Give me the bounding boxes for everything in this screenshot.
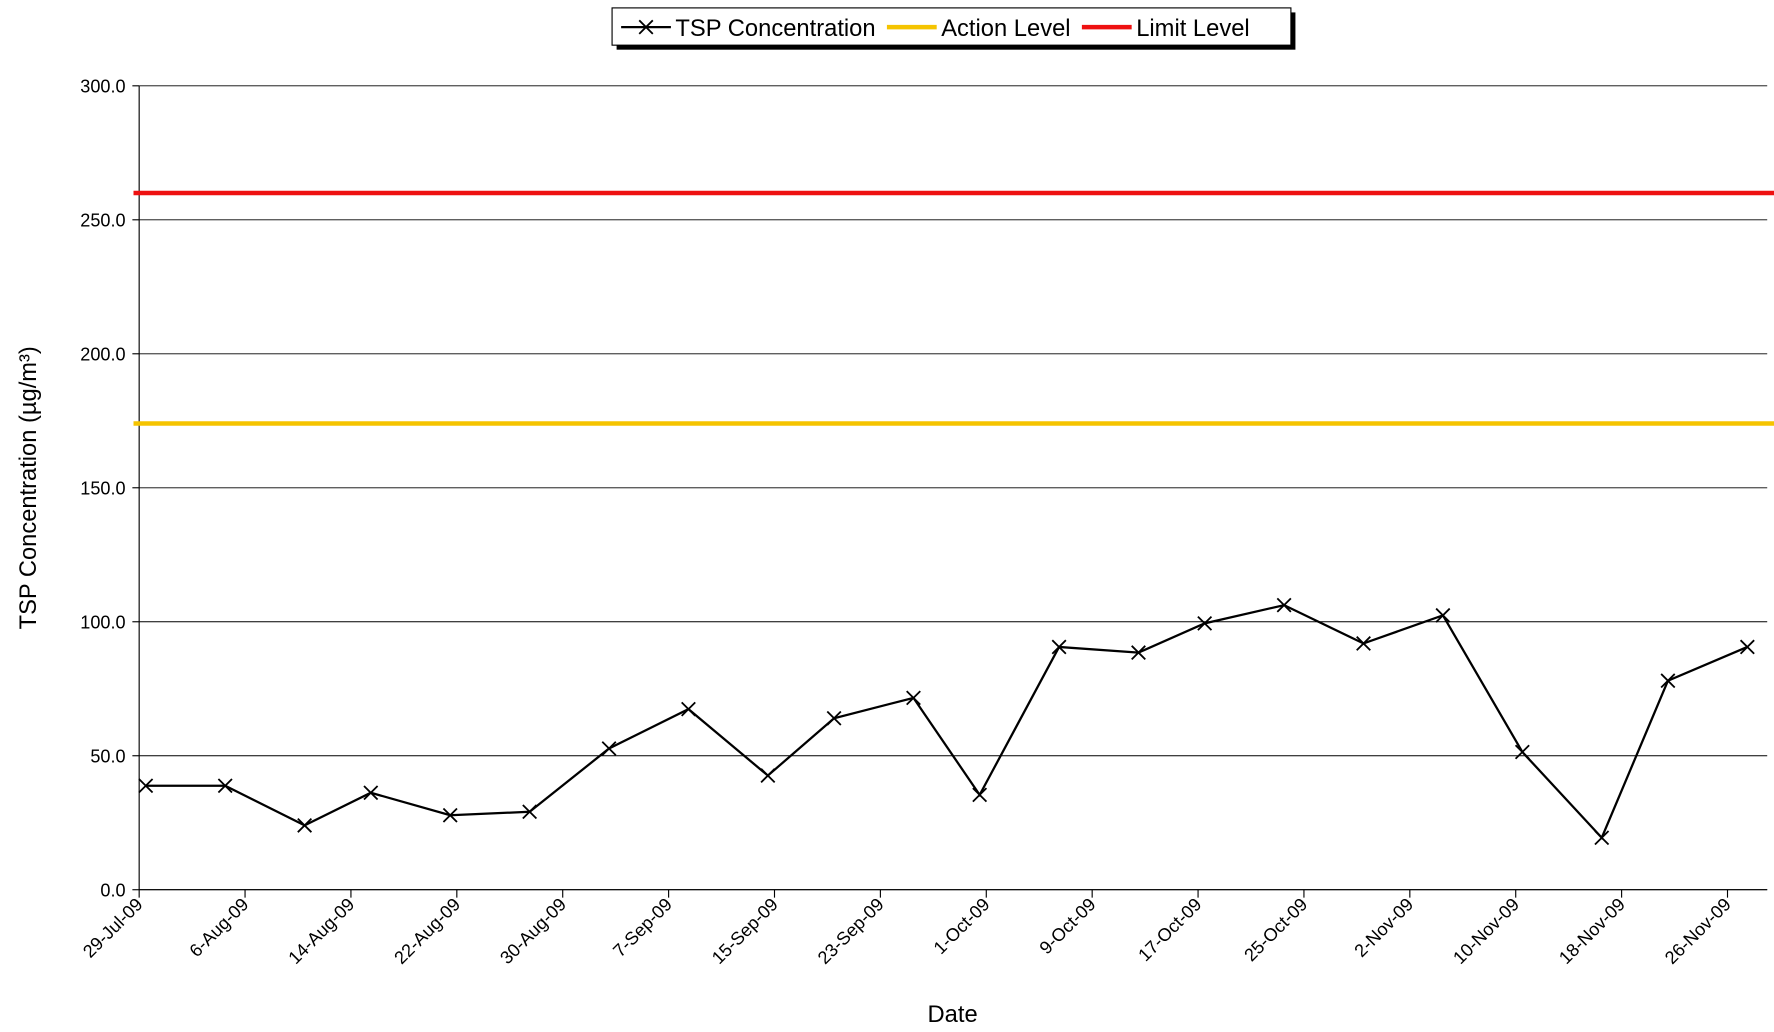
legend-box: [611, 7, 1292, 46]
data-point: [1197, 615, 1213, 631]
legend: TSP Concentration Action Level Limit Level: [611, 7, 1296, 50]
y-axis-title: TSP Concentration (µg/m³): [16, 346, 42, 629]
data-point: [601, 741, 617, 756]
data-point: [1131, 645, 1146, 660]
legend-label: Limit Level: [1136, 16, 1249, 42]
data-point: [297, 818, 313, 833]
legend-marker: [638, 19, 654, 35]
data-point: [681, 701, 696, 717]
data-point: [217, 778, 233, 794]
data-point: [826, 710, 842, 726]
y-tick-label: 50.0: [90, 747, 125, 767]
legend-label: Action Level: [941, 16, 1070, 42]
data-point: [1514, 744, 1530, 760]
y-tick-label: 300.0: [80, 77, 125, 97]
data-point: [972, 787, 988, 803]
data-point: [1051, 639, 1067, 655]
data-line: [145, 603, 1748, 840]
data-point: [442, 807, 458, 823]
y-tick-label: 0.0: [100, 881, 125, 901]
data-point: [1276, 597, 1292, 613]
data-point: [760, 768, 776, 783]
x-axis-title: Date: [928, 1002, 978, 1028]
y-tick-label: 250.0: [80, 211, 125, 231]
data-point: [363, 785, 379, 801]
data-point: [1739, 639, 1755, 655]
data-point: [1660, 673, 1676, 689]
y-tick-label: 150.0: [80, 479, 125, 499]
data-point: [522, 804, 538, 820]
y-tick-label: 100.0: [80, 613, 125, 633]
data-point: [1594, 830, 1610, 846]
data-point: [1356, 636, 1371, 651]
data-point: [138, 778, 154, 794]
data-point: [1435, 607, 1451, 623]
data-point: [906, 690, 921, 706]
y-tick-label: 200.0: [80, 345, 125, 365]
legend-label: TSP Concentration: [675, 16, 875, 42]
